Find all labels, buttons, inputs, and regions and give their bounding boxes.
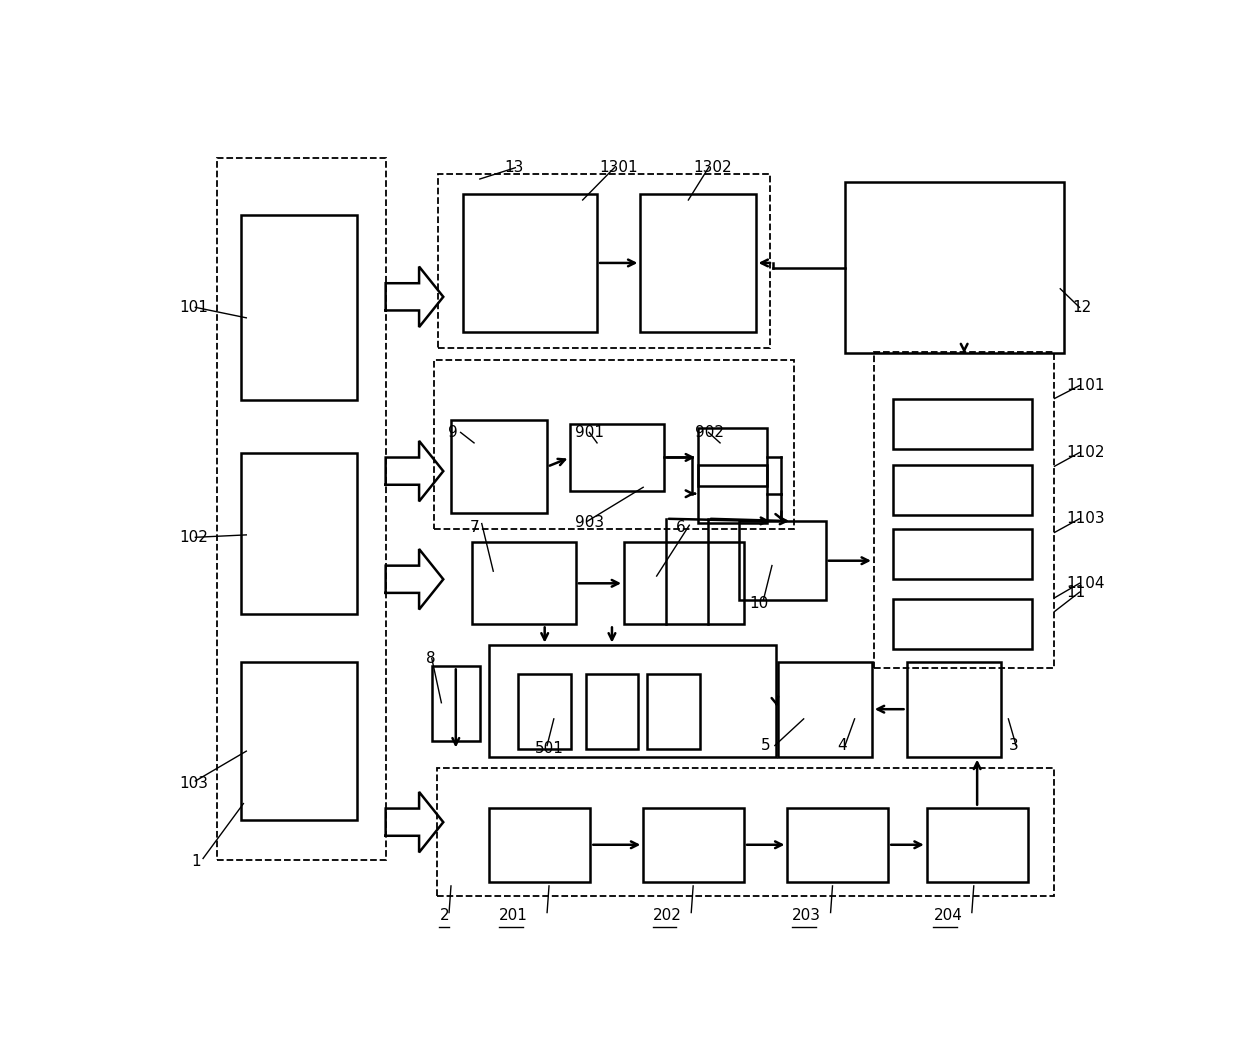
Bar	[698, 429, 768, 486]
Text: 4: 4	[837, 738, 847, 754]
Bar	[647, 675, 699, 748]
Text: 5: 5	[760, 738, 770, 754]
Text: 101: 101	[179, 300, 208, 314]
Bar	[434, 359, 794, 529]
Text: 901: 901	[575, 424, 604, 440]
Text: 11: 11	[1066, 585, 1085, 599]
Text: 13: 13	[503, 160, 523, 175]
Bar	[893, 598, 1033, 649]
Bar	[518, 675, 572, 748]
Text: 1101: 1101	[1066, 378, 1105, 393]
Text: 9: 9	[448, 424, 458, 440]
Text: 7: 7	[470, 520, 480, 536]
Bar	[874, 352, 1054, 668]
Bar	[893, 398, 1033, 449]
Bar	[640, 194, 755, 331]
Bar	[624, 542, 744, 625]
Text: 202: 202	[652, 909, 682, 923]
Bar	[777, 661, 872, 757]
Text: 201: 201	[498, 909, 528, 923]
Bar	[844, 182, 1064, 353]
Text: 204: 204	[934, 909, 962, 923]
Bar	[787, 808, 888, 881]
Bar	[439, 174, 770, 348]
Text: 103: 103	[179, 776, 208, 791]
Bar	[242, 215, 357, 400]
Text: 903: 903	[575, 516, 604, 530]
Bar	[906, 661, 1001, 757]
Bar	[242, 453, 357, 614]
Text: 501: 501	[534, 741, 563, 757]
Text: 1102: 1102	[1066, 445, 1105, 460]
Bar	[217, 158, 386, 860]
Bar	[739, 521, 826, 601]
Text: 1104: 1104	[1066, 575, 1105, 591]
Text: 1302: 1302	[693, 160, 732, 175]
Bar	[893, 529, 1033, 580]
Bar	[436, 768, 1054, 896]
Text: 1: 1	[191, 854, 201, 869]
Bar	[644, 808, 744, 881]
Bar	[463, 194, 596, 331]
Bar	[570, 424, 665, 490]
Bar	[432, 667, 480, 741]
Text: 902: 902	[696, 424, 724, 440]
Text: 102: 102	[179, 530, 208, 545]
Text: 2: 2	[439, 909, 449, 923]
Text: 3: 3	[1008, 738, 1018, 754]
Text: 6: 6	[676, 520, 686, 536]
Bar	[490, 808, 590, 881]
Bar	[926, 808, 1028, 881]
Bar	[698, 464, 768, 523]
Text: 1103: 1103	[1066, 511, 1105, 526]
Text: 8: 8	[427, 651, 435, 665]
Bar	[490, 646, 776, 757]
Bar	[472, 542, 575, 625]
Text: 10: 10	[749, 596, 768, 611]
Bar	[451, 420, 547, 514]
Bar	[242, 662, 357, 820]
Bar	[893, 464, 1033, 515]
Text: 12: 12	[1073, 300, 1092, 314]
Text: 203: 203	[792, 909, 821, 923]
Text: 1301: 1301	[599, 160, 637, 175]
Bar	[585, 675, 639, 748]
